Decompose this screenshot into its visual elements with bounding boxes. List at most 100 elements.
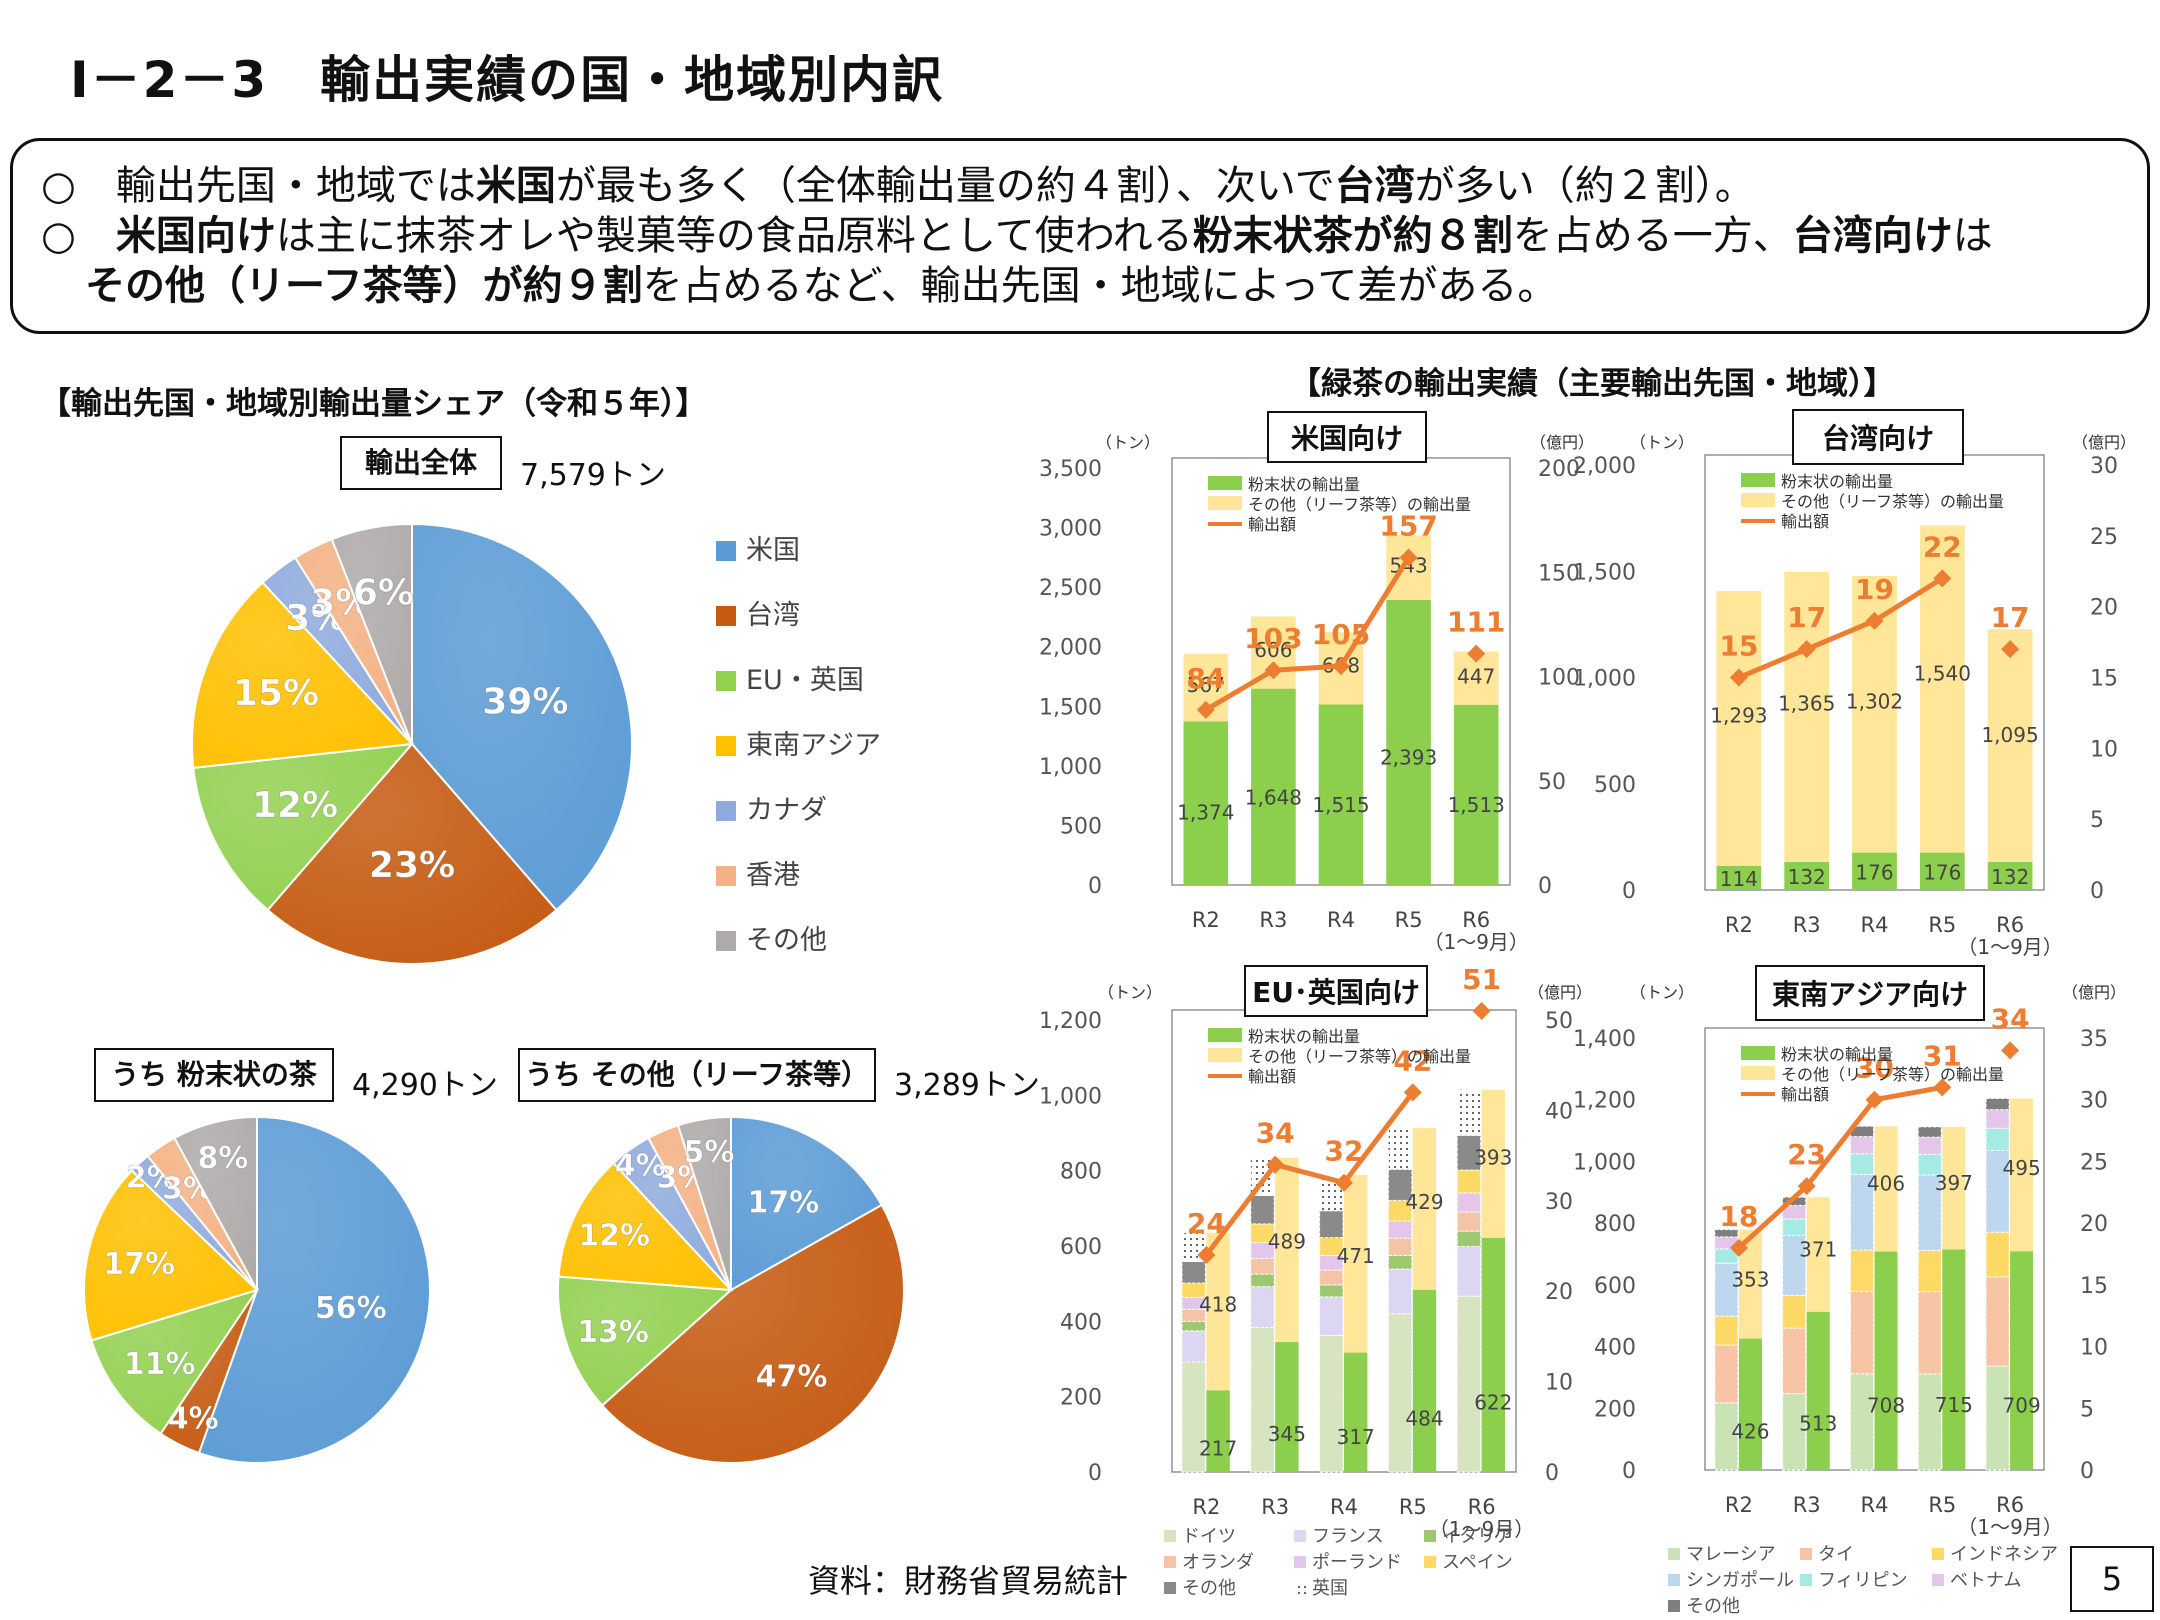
source-note: 資料：財務省貿易統計: [808, 1562, 1129, 1600]
eu-legend-swatch: [1294, 1530, 1306, 1542]
legend-amount-label: 輸出額: [1248, 515, 1296, 534]
unit-left: （トン）: [1630, 433, 1694, 452]
bar-other-label: 1,540: [1914, 662, 1971, 686]
pie-leaf-slice: [557, 1161, 734, 1292]
y2-tick-label: 10: [1545, 1371, 1573, 1396]
bar-powder-label: 176: [1855, 860, 1893, 884]
x-tick-label: R5: [1399, 1495, 1427, 1519]
amount-label: 18: [1719, 1200, 1758, 1233]
y-tick-label: 0: [1622, 879, 1636, 904]
x-tick-label: R2: [1725, 1493, 1753, 1517]
x-tick-label: R5: [1928, 913, 1956, 937]
bar-powder: [1344, 1352, 1368, 1472]
bar-other: [1275, 1157, 1299, 1343]
summary-segment: 米国向け: [115, 213, 276, 259]
y2-tick-label: 10: [2080, 1336, 2108, 1361]
country-segment: [1849, 1373, 1874, 1471]
amount-label: 24: [1187, 1207, 1226, 1240]
y-tick-label: 2,000: [1573, 454, 1636, 479]
legend-other-label: その他（リーフ茶等）の輸出量: [1781, 1065, 2004, 1084]
eu-legend-label: ポーランド: [1312, 1552, 1402, 1573]
legend-label: 香港: [746, 860, 800, 891]
bar-other-label: 1,293: [1710, 704, 1767, 728]
country-segment: [1250, 1242, 1275, 1259]
y2-tick-label: 25: [2080, 1150, 2108, 1175]
amount-point: [1797, 1177, 1816, 1196]
country-segment: [1387, 1268, 1413, 1315]
amount-point: [2001, 640, 2020, 659]
pie-legend-item: 香港: [716, 853, 800, 892]
y-tick-label: 3,500: [1039, 457, 1102, 482]
bar-other: [1942, 1126, 1966, 1250]
country-segment: [1917, 1126, 1942, 1138]
legend-swatch: [716, 801, 736, 821]
x-tick-label: R5: [1928, 1493, 1956, 1517]
bar-powder-label: 317: [1337, 1425, 1375, 1449]
summary-line-2: ○ 米国向けは主に抹茶オレや製菓等の食品原料として使われる粉末状茶が約８割を占め…: [41, 211, 1993, 261]
amount-label: 103: [1244, 622, 1302, 655]
amount-point: [1729, 1238, 1748, 1257]
bar-powder-label: 132: [1788, 865, 1826, 889]
country-segment: [1849, 1249, 1874, 1292]
summary-segment: は: [1952, 213, 1993, 259]
sea-legend-swatch: [1800, 1548, 1812, 1560]
summary-segment: が最も多く（全体輸出量の約４割）、次いで: [555, 163, 1335, 209]
y2-tick-label: 0: [2080, 1459, 2094, 1484]
y2-tick-label: 40: [1545, 1099, 1573, 1124]
country-segment: [1250, 1273, 1275, 1288]
pie-total-label: 6%: [353, 573, 414, 614]
pie-powder-label: 4%: [168, 1402, 219, 1437]
pie-legend-item: カナダ: [716, 788, 827, 827]
x-tick-label: R4: [1327, 908, 1355, 932]
country-segment: [1714, 1315, 1739, 1346]
legend-amount-label: 輸出額: [1781, 512, 1829, 531]
amount-label: 32: [1325, 1135, 1364, 1168]
legend-label: 米国: [746, 535, 800, 566]
pie-powder-slice: [90, 1288, 260, 1436]
r6-note: （1～9月）: [1957, 1515, 2062, 1539]
y2-tick-label: 25: [2090, 525, 2118, 550]
legend-swatch: [716, 931, 736, 951]
amount-point: [1266, 1155, 1285, 1174]
sea-legend-label: ベトナム: [1950, 1570, 2021, 1591]
bar-other: [1344, 1175, 1368, 1353]
eu-legend-label: ドイツ: [1182, 1526, 1236, 1547]
pie-powder-slice: [83, 1169, 259, 1342]
eu-legend-swatch: [1164, 1530, 1176, 1542]
legend-label: EU・英国: [746, 665, 864, 696]
legend-swatch: [716, 541, 736, 561]
country-segment: [1456, 1245, 1482, 1297]
country-segment: [1250, 1286, 1275, 1328]
amount-point: [1399, 548, 1418, 567]
bar-powder: [1784, 861, 1830, 890]
pie-charts: 39%23%12%15%3%3%6%56%4%11%17%2%3%8%17%47…: [83, 522, 905, 1464]
y-tick-label: 1,000: [1039, 1084, 1102, 1109]
eu-legend-label: スペイン: [1442, 1552, 1513, 1573]
country-segment: [1985, 1231, 2010, 1278]
x-tick-label: R6: [1462, 908, 1490, 932]
bar-other: [1738, 1229, 1762, 1339]
summary-segment: 台湾: [1334, 163, 1415, 209]
bar-powder-label: 1,648: [1245, 786, 1302, 810]
sea-legend-swatch: [1932, 1574, 1944, 1586]
bar-powder-label: 345: [1268, 1422, 1306, 1446]
pie-powder-label: うち 粉末状の茶: [94, 1048, 334, 1102]
amount-point: [1933, 1078, 1952, 1097]
unit-left: （トン）: [1096, 433, 1160, 452]
pie-leaf-slice: [557, 1275, 734, 1407]
country-segment: [1250, 1195, 1275, 1225]
x-tick-label: R5: [1395, 908, 1423, 932]
country-segment: [1250, 1257, 1275, 1275]
bar-other-label: 489: [1268, 1230, 1306, 1254]
page-number: 5: [2070, 1546, 2154, 1612]
country-segment: [1387, 1237, 1413, 1256]
summary-segment: 台湾向け: [1792, 213, 1953, 259]
country-segment: [1985, 1365, 2010, 1471]
pie-leaf-amount: 3,289トン: [894, 1068, 1040, 1103]
country-segment: [1387, 1313, 1413, 1473]
sea-legend-swatch: [1668, 1600, 1680, 1612]
legend-label: カナダ: [746, 795, 827, 826]
country-segment: [1917, 1249, 1942, 1293]
eu-legend-label: 英国: [1312, 1578, 1348, 1599]
